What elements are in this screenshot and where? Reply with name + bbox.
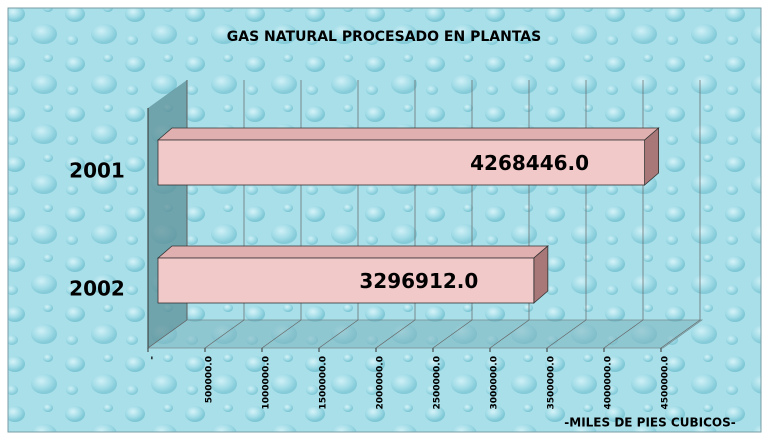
floor — [146, 319, 704, 349]
x-tick-label: 2000000.0 — [376, 356, 386, 410]
bar-top — [156, 127, 660, 141]
bar-top — [156, 245, 549, 259]
bar — [157, 139, 646, 186]
value-label: 3296912.0 — [359, 269, 478, 293]
x-tick-label: 1000000.0 — [262, 356, 272, 410]
x-tick-label: 4000000.0 — [604, 356, 614, 410]
floor-grid-line — [432, 319, 473, 349]
x-tick-label: 1500000.0 — [319, 356, 329, 410]
bar — [157, 257, 535, 304]
x-tick-label: 3500000.0 — [547, 356, 557, 410]
y-tick-label: 2001 — [69, 159, 125, 183]
x-tick-label: 2500000.0 — [433, 356, 443, 410]
floor-grid-line — [603, 319, 644, 349]
x-tick-label: - — [148, 356, 158, 360]
x-tick-label: 4500000.0 — [661, 356, 671, 410]
floor-grid-line — [261, 319, 302, 349]
y-tick-label: 2002 — [69, 277, 125, 301]
chart-title: GAS NATURAL PROCESADO EN PLANTAS — [227, 29, 541, 45]
floor-grid-line — [147, 319, 188, 349]
background — [7, 7, 762, 433]
value-label: 4268446.0 — [470, 151, 589, 175]
floor-grid-line — [489, 319, 530, 349]
x-axis-label: -MILES DE PIES CUBICOS- — [564, 416, 735, 430]
x-tick-label: 500000.0 — [205, 356, 215, 403]
floor-grid-line — [318, 319, 359, 349]
floor-grid-line — [204, 319, 245, 349]
floor-grid-line — [546, 319, 587, 349]
x-tick-label: 3000000.0 — [490, 356, 500, 410]
floor-grid-line — [375, 319, 416, 349]
left-wall — [148, 80, 187, 348]
floor-grid-line — [660, 319, 701, 349]
